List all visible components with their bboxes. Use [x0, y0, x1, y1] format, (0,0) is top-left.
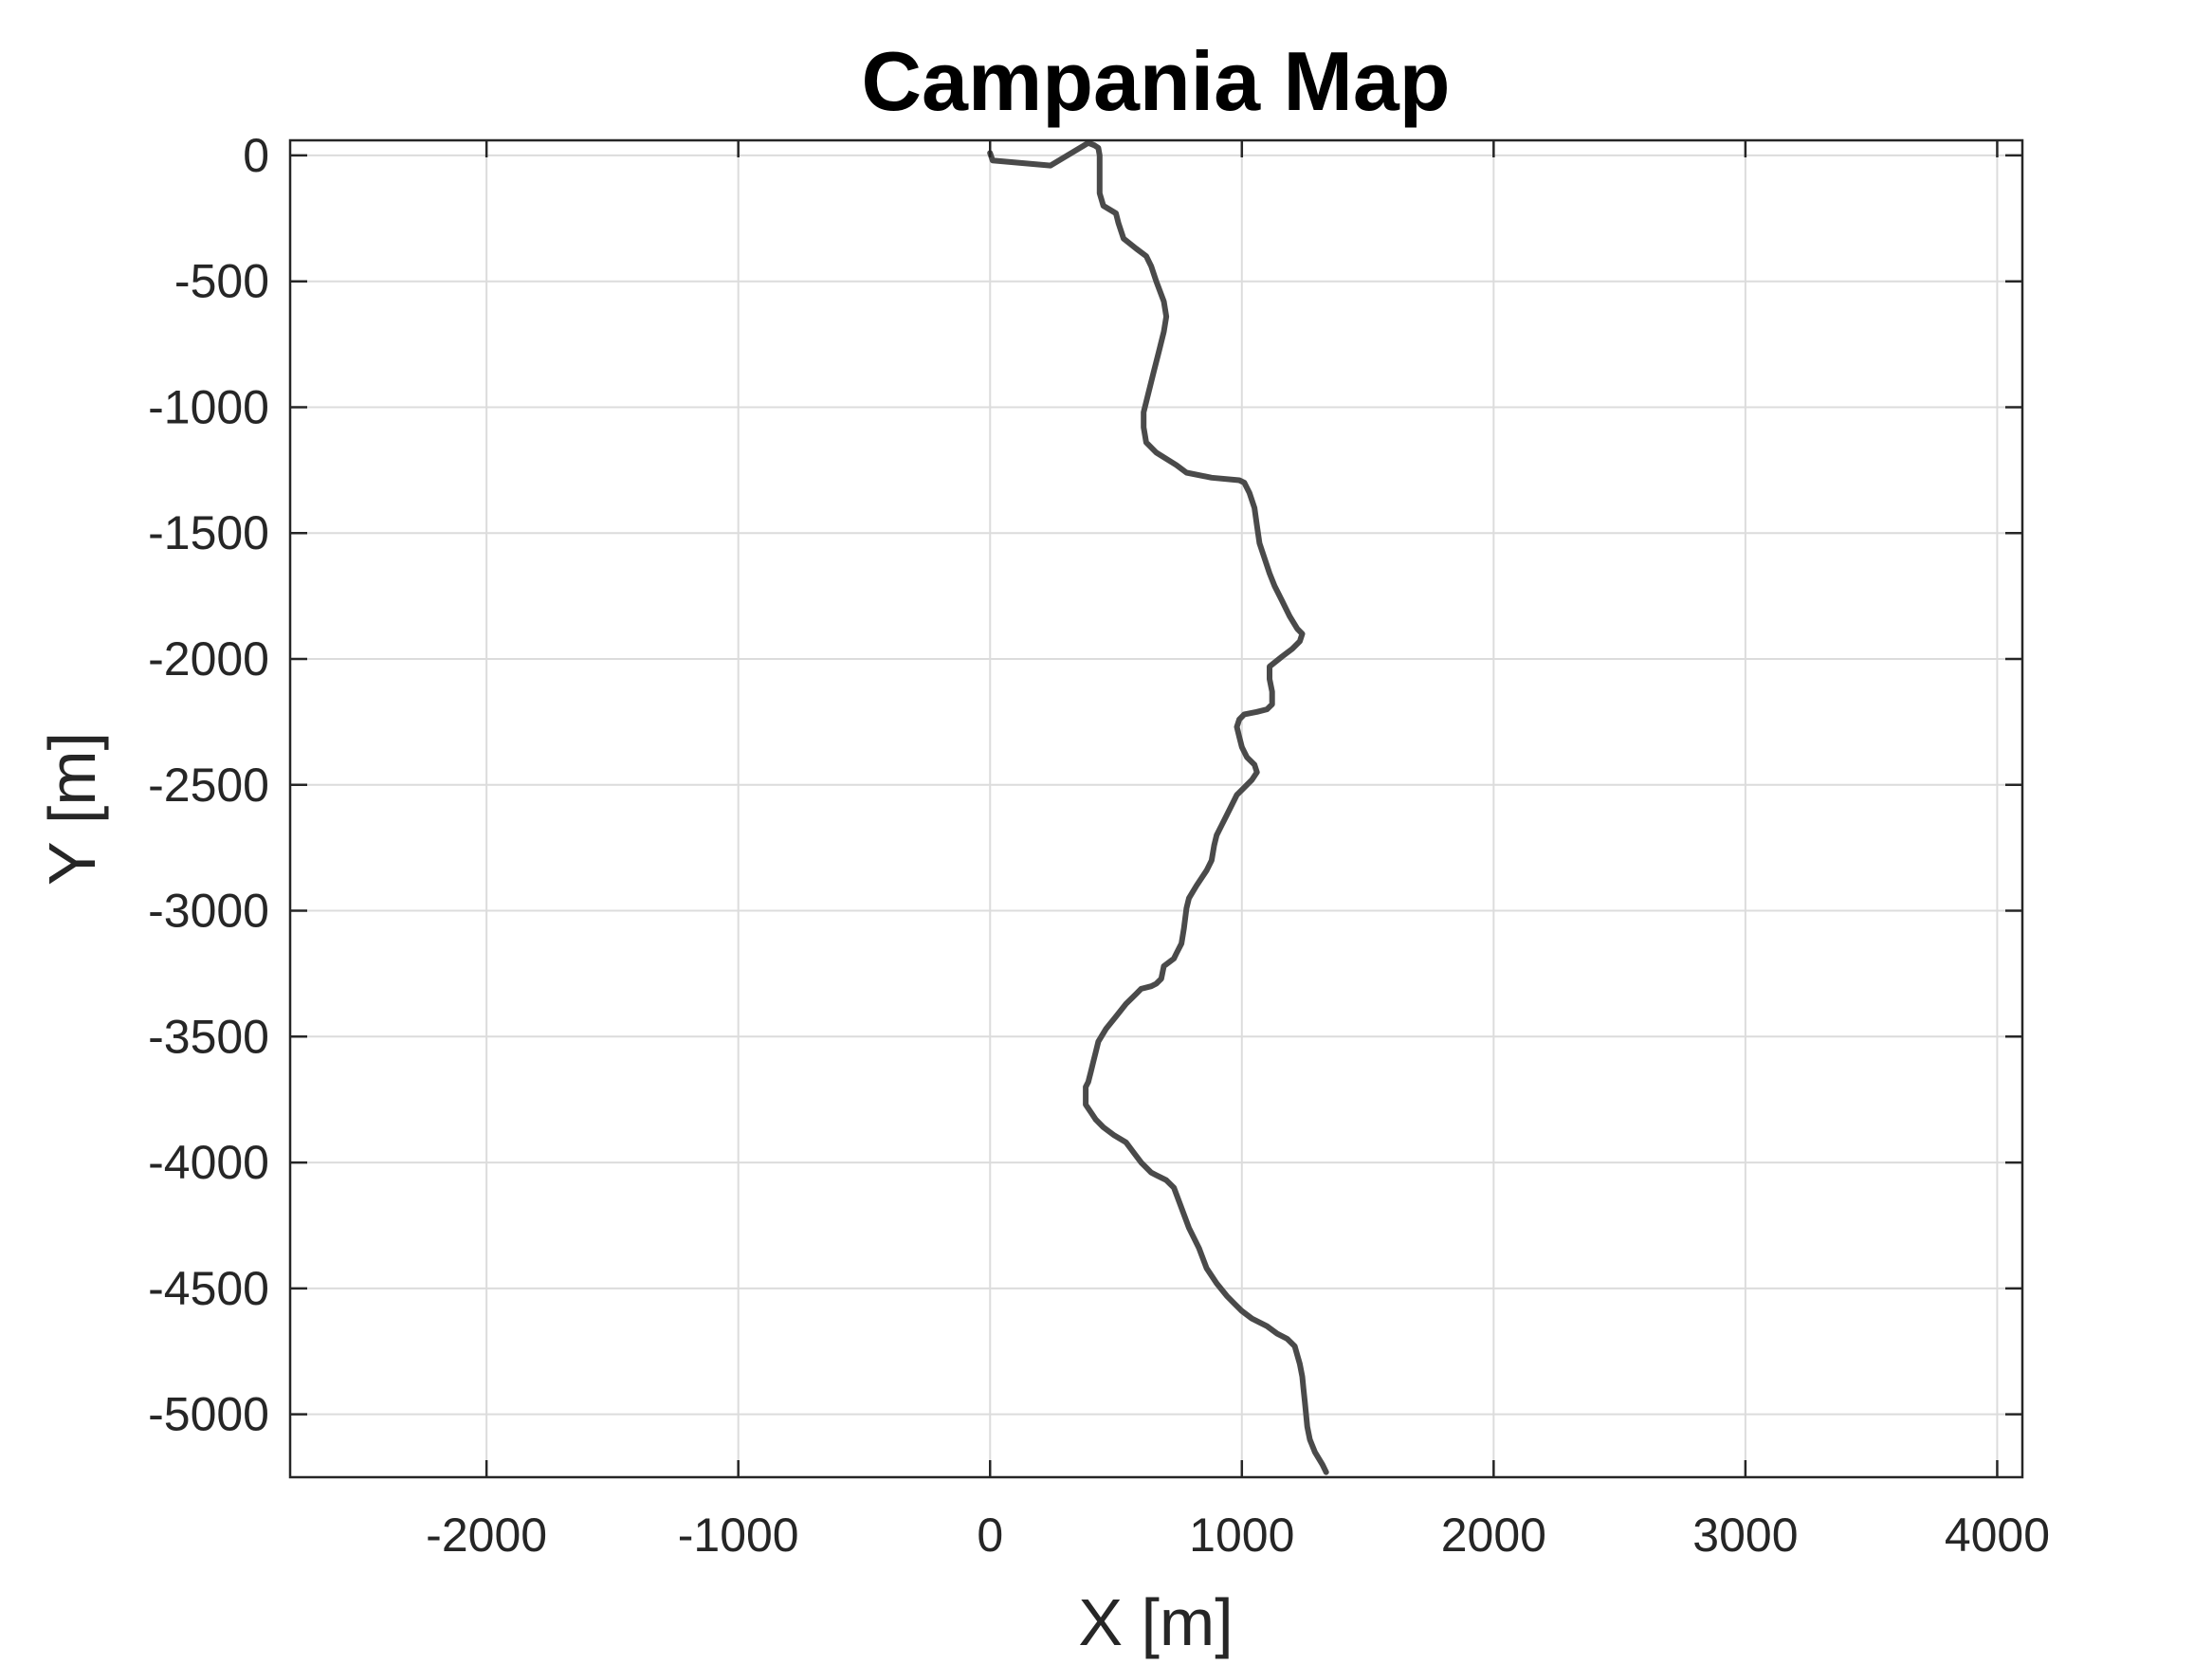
- x-tick-label: 4000: [1945, 1509, 2050, 1562]
- x-tick-label: 2000: [1441, 1509, 1546, 1562]
- chart-title: Campania Map: [861, 34, 1450, 128]
- y-tick-label: -3500: [148, 1010, 269, 1063]
- tick-label-layer: -2000 -1000 0 1000 2000 3000 4000 0 -500 -1000 -15…: [148, 129, 2050, 1562]
- x-tick-label: -2000: [426, 1509, 547, 1562]
- y-tick-label: -4500: [148, 1262, 269, 1315]
- x-tick-label: 1000: [1189, 1509, 1294, 1562]
- y-tick-label: -3000: [148, 885, 269, 938]
- series-layer: [987, 139, 1329, 1475]
- x-tick-label: 3000: [1692, 1509, 1798, 1562]
- x-axis-label: X [m]: [1078, 1585, 1233, 1659]
- x-tick-label: 0: [977, 1509, 1003, 1562]
- y-tick-label: -2000: [148, 632, 269, 686]
- y-tick-label: 0: [243, 129, 269, 182]
- y-axis-label: Y [m]: [35, 732, 109, 886]
- plot-area: [290, 140, 2022, 1477]
- y-tick-label: -4000: [148, 1136, 269, 1189]
- y-tick-label: -1000: [148, 380, 269, 433]
- y-tick-label: -5000: [148, 1388, 269, 1441]
- axes-frame: [288, 138, 2024, 1479]
- trajectory-line: [987, 139, 1329, 1475]
- y-tick-label: -2500: [148, 759, 269, 812]
- grid-layer: [290, 140, 2022, 1477]
- x-tick-label: -1000: [678, 1509, 799, 1562]
- y-tick-label: -1500: [148, 506, 269, 559]
- tick-layer: [290, 140, 2022, 1477]
- y-tick-label: -500: [174, 255, 269, 308]
